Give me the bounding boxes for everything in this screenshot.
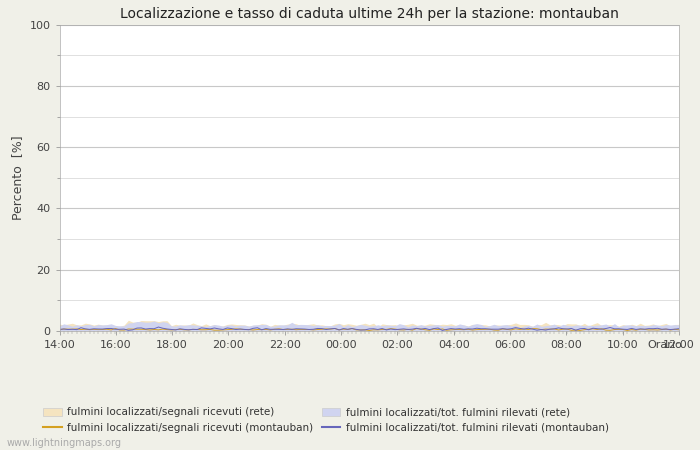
Title: Localizzazione e tasso di caduta ultime 24h per la stazione: montauban: Localizzazione e tasso di caduta ultime …: [120, 7, 619, 21]
Text: Orario: Orario: [648, 340, 682, 350]
Text: www.lightningmaps.org: www.lightningmaps.org: [7, 438, 122, 448]
Y-axis label: Percento  [%]: Percento [%]: [11, 135, 24, 220]
Legend: fulmini localizzati/segnali ricevuti (rete), fulmini localizzati/segnali ricevut: fulmini localizzati/segnali ricevuti (re…: [39, 403, 612, 437]
